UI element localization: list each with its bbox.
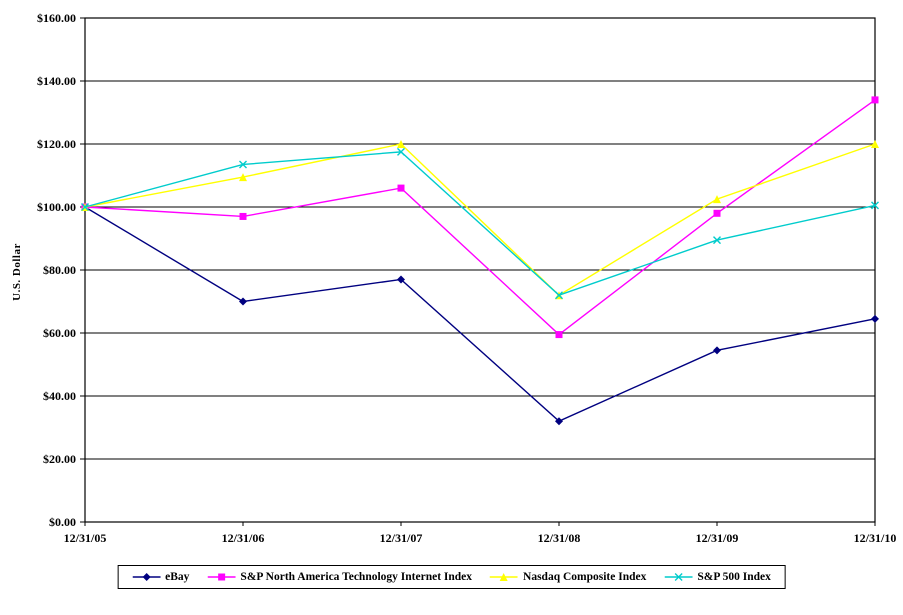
series-line-0 [84, 206, 876, 423]
x-marker-icon [674, 573, 683, 581]
chart-plot-area: U.S. Dollar $0.00 $20.00 $40.00 $60.00 $80.0… [11, 11, 896, 545]
diamond-marker-icon [142, 573, 151, 581]
legend-label: S&P North America Technology Internet In… [240, 571, 473, 583]
plot-border [84, 17, 876, 523]
triangle-marker-icon [239, 173, 247, 182]
y-tick-label: $100.00 [37, 200, 76, 214]
square-marker-icon [871, 96, 879, 104]
legend-item-0: eBay [132, 571, 189, 583]
x-tick-label: 12/31/07 [380, 531, 423, 545]
triangle-marker-icon [397, 140, 405, 148]
diamond-marker-icon [871, 314, 879, 323]
legend-item-1: S&P North America Technology Internet In… [207, 571, 472, 583]
square-marker-icon [217, 573, 225, 581]
series-lines [81, 96, 879, 426]
diamond-marker-icon [555, 417, 563, 426]
y-tick-label: $0.00 [49, 515, 76, 529]
legend-label: eBay [165, 571, 190, 583]
x-marker-icon [555, 291, 563, 300]
square-marker-icon [713, 209, 721, 217]
diamond-marker-icon [713, 346, 721, 355]
x-marker-icon [713, 236, 721, 245]
legend-marker-icon [490, 573, 519, 581]
x-tick-label: 12/31/06 [222, 531, 265, 545]
gridlines [85, 17, 875, 523]
square-marker-icon [555, 331, 563, 339]
legend-marker-icon [207, 573, 236, 581]
legend-marker-icon [132, 573, 161, 581]
diamond-marker-icon [239, 297, 247, 306]
legend-label: S&P 500 Index [697, 571, 771, 583]
y-axis-title: U.S. Dollar [11, 243, 23, 301]
y-tick-label: $40.00 [43, 389, 76, 403]
x-marker-icon [397, 147, 405, 156]
square-marker-icon [239, 212, 247, 220]
x-marker-icon [81, 203, 89, 211]
legend-item-3: S&P 500 Index [664, 571, 771, 583]
triangle-marker-icon [871, 140, 879, 148]
triangle-marker-icon [713, 195, 721, 204]
x-tick-label: 12/31/09 [696, 531, 739, 545]
chart-legend: eBay S&P North America Technology Interne… [117, 565, 786, 589]
x-marker-icon [871, 201, 879, 210]
x-marker-icon [239, 160, 247, 169]
triangle-marker-icon [500, 573, 509, 581]
legend-marker-icon [664, 573, 693, 581]
axes [80, 17, 876, 526]
y-tick-label: $60.00 [43, 326, 76, 340]
y-tick-label: $160.00 [37, 11, 76, 25]
x-tick-label: 12/31/10 [854, 531, 897, 545]
axis-labels: $0.00 $20.00 $40.00 $60.00 $80.00 $100.00 $120… [37, 11, 896, 545]
diamond-marker-icon [397, 275, 405, 284]
y-tick-label: $80.00 [43, 263, 76, 277]
series-line-2 [84, 143, 876, 297]
y-tick-label: $20.00 [43, 452, 76, 466]
y-tick-label: $120.00 [37, 137, 76, 151]
series-line-3 [84, 151, 876, 296]
square-marker-icon [397, 184, 405, 192]
x-tick-label: 12/31/05 [64, 531, 107, 545]
y-tick-label: $140.00 [37, 74, 76, 88]
x-tick-label: 12/31/08 [538, 531, 581, 545]
series-line-1 [84, 99, 876, 336]
legend-label: Nasdaq Composite Index [523, 571, 647, 583]
legend-item-2: Nasdaq Composite Index [490, 571, 646, 583]
